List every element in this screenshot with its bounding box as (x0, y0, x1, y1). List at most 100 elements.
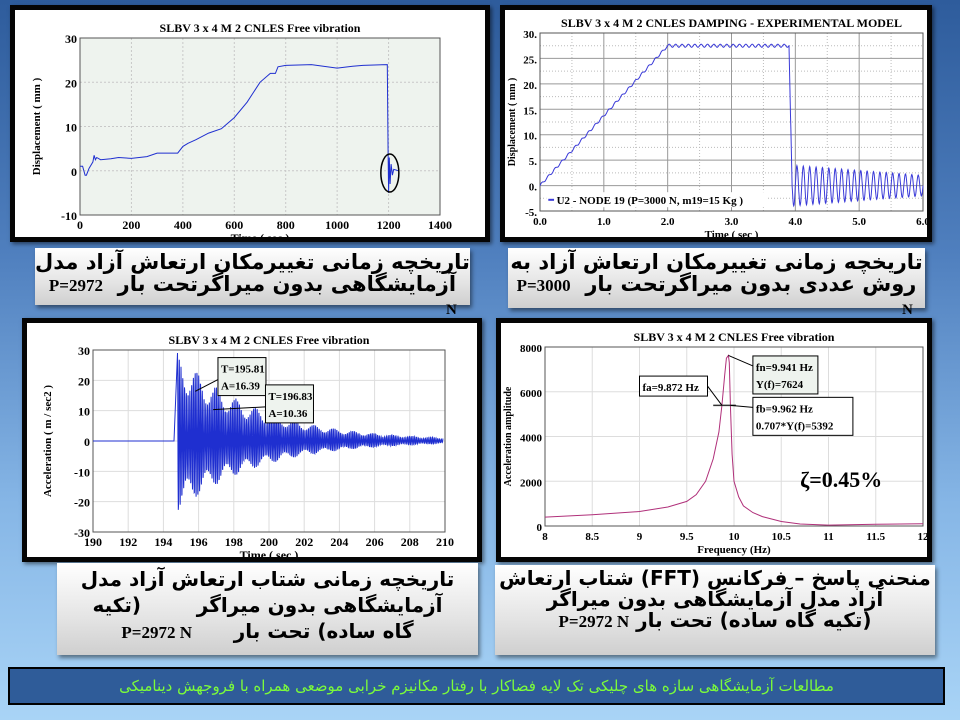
series-line (93, 352, 444, 510)
caption-line-2: آزاد مدل آزمایشگاهی بدون میراگر (546, 587, 884, 611)
plot-frame (544, 346, 924, 527)
caption-line-2: آزمایشگاهی بدون میراگر (تکیه (92, 593, 443, 617)
series-line (544, 354, 924, 526)
x-tick-label: 9 (637, 531, 643, 543)
annotation-label: Y(f)=7624 (756, 379, 804, 391)
y-axis-label: Acceleration amplitude (503, 386, 514, 486)
chart-fft: 8 8.5 9 9.5 10 10.5 11 11.5 12 0 2000 4000 6000 8000 S… (503, 330, 927, 556)
x-tick-label: 8 (542, 531, 548, 543)
annotation-label: T=196.83 (268, 391, 312, 403)
x-tick-label: 6.0 (916, 216, 927, 228)
annotation-box (752, 396, 854, 436)
chart-title: SLBV 3 x 4 M 2 CNLES Free vibration (634, 330, 835, 344)
x-tick-label: 9.5 (680, 531, 694, 543)
x-tick-label: 800 (277, 218, 295, 232)
annotation-arrow (213, 406, 266, 411)
x-tick-label: 1400 (428, 218, 452, 232)
plot-frame (539, 32, 924, 212)
caption-load: P=2972 N (121, 623, 192, 642)
caption-line-3-text: گاه ساده) تحت بار (233, 619, 414, 643)
y-tick-label: -10 (74, 465, 90, 479)
x-axis-label: Time ( sec ) (240, 548, 299, 557)
caption-load: P=3000 (516, 276, 571, 295)
x-tick-label: 210 (436, 535, 454, 549)
y-tick-label: -20 (74, 496, 90, 510)
x-tick-label: 194 (154, 535, 172, 549)
chart-displacement-numerical: 0.0 1.0 2.0 3.0 4.0 5.0 6.0 -5. 0. 5. 10. 15. 20. 25.… (507, 16, 927, 237)
caption-line-1: تاریخچه زمانی تغییرمکان ارتعاش آزاد مدل (35, 250, 470, 274)
x-tick-label: 200 (260, 535, 278, 549)
annotation-label: A=16.39 (221, 381, 260, 393)
chart-panel-fft: 8 8.5 9 9.5 10 10.5 11 11.5 12 0 2000 4000 6000 8000 S… (496, 318, 932, 562)
x-tick-label: 400 (174, 218, 192, 232)
x-tick-label: 1000 (325, 218, 349, 232)
y-tick-label: 0 (537, 522, 543, 534)
x-tick-label: 204 (330, 535, 348, 549)
annotation-label: fb=9.962 Hz (756, 403, 813, 415)
caption-line-1: منحنی پاسخ – فرکانس (FFT) شتاب ارتعاش (499, 566, 931, 590)
annotation-label: 0.707*Y(f)=5392 (756, 420, 834, 432)
series-line (539, 43, 924, 208)
x-tick-label: 8.5 (585, 531, 599, 543)
annotation-label: fa=9.872 Hz (643, 382, 699, 394)
annotation-label: A=10.36 (268, 408, 307, 420)
y-tick-label: 4000 (520, 433, 543, 445)
x-tick-label: 600 (225, 218, 243, 232)
x-axis-label: Frequency (Hz) (697, 544, 771, 556)
caption-unit: N (446, 302, 457, 318)
chart-panel-displacement-numerical: 0.0 1.0 2.0 3.0 4.0 5.0 6.0 -5. 0. 5. 10. 15. 20. 25.… (500, 5, 932, 242)
x-tick-label: 11.5 (866, 531, 885, 543)
legend-box (546, 192, 767, 208)
x-tick-label: 4.0 (788, 216, 802, 228)
y-tick-label: -5. (525, 207, 537, 219)
caption-fft: منحنی پاسخ – فرکانس (FFT) شتاب ارتعاش آز… (495, 565, 935, 655)
x-tick-label: 200 (122, 218, 140, 232)
x-tick-label: 202 (295, 535, 313, 549)
caption-line-1: تاریخچه زمانی تغییرمکان ارتعاش آزاد به (510, 250, 923, 274)
series-clip-group (544, 354, 924, 526)
caption-displacement-experimental: تاریخچه زمانی تغییرمکان ارتعاش آزاد مدل … (35, 248, 470, 305)
y-tick-label: 10 (78, 405, 90, 419)
annotation-arrow (728, 354, 754, 367)
caption-acceleration: تاریخچه زمانی شتاب ارتعاش آزاد مدل آزمای… (57, 563, 478, 655)
y-tick-label: 20 (65, 76, 77, 90)
caption-unit: N (902, 302, 913, 318)
caption-line-2-text: روش عددی بدون میراگرتحت بار (585, 272, 917, 296)
annotation-label: T=195.81 (221, 364, 265, 376)
annotation-box (639, 375, 708, 397)
y-tick-label: 10 (65, 121, 77, 135)
damping-ratio-label: ζ=0.45% (800, 467, 882, 492)
x-tick-label: 10.5 (772, 531, 792, 543)
x-axis-label: Time ( sec ) (231, 231, 290, 237)
caption-line-3: (تکیه گاه ساده) تحت بار P=2972 N (495, 610, 935, 632)
x-tick-label: 1200 (377, 218, 401, 232)
y-tick-label: 10. (523, 131, 537, 143)
x-tick-label: 0.0 (533, 216, 547, 228)
y-tick-label: 0 (84, 435, 90, 449)
plot-frame (79, 37, 441, 216)
chart-title: SLBV 3 x 4 M 2 CNLES Free vibration (160, 21, 361, 35)
y-axis-label: Acceleration ( m / sec2 ) (42, 385, 54, 497)
x-tick-label: 10 (729, 531, 741, 543)
caption-line-1: تاریخچه زمانی شتاب ارتعاش آزاد مدل (80, 567, 455, 591)
caption-load: P=2972 (48, 276, 103, 295)
caption-line-2-text: آزمایشگاهی بدون میراگرتحت بار (117, 272, 457, 296)
y-tick-label: 30 (65, 32, 77, 46)
chart-panel-displacement-experimental: 0 200 400 600 800 1000 1200 1400 -10 0 10 20 30 SLBV … (10, 5, 490, 242)
x-tick-label: 196 (190, 535, 208, 549)
y-axis-label: Displacement ( mm ) (507, 78, 518, 167)
x-tick-label: 0 (77, 218, 83, 232)
caption-line-2: آزمایشگاهی بدون میراگرتحت بار P=2972 (35, 273, 470, 297)
chart-panel-acceleration: 190 192 194 196 198 200 202 204 206 208 210 -30 -20-… (22, 318, 482, 562)
series-line (80, 64, 400, 193)
x-tick-label: 198 (225, 535, 243, 549)
y-tick-label: 8000 (520, 343, 543, 355)
y-tick-label: 0. (529, 182, 538, 194)
chart-title: SLBV 3 x 4 M 2 CNLES DAMPING - EXPERIMEN… (561, 16, 902, 30)
caption-line-3: گاه ساده) تحت بار P=2972 N (57, 618, 478, 646)
x-tick-label: 1.0 (597, 216, 611, 228)
series-clip-group (80, 64, 400, 193)
y-tick-label: 15. (523, 105, 537, 117)
x-tick-label: 11 (823, 531, 833, 543)
x-tick-label: 190 (84, 535, 102, 549)
